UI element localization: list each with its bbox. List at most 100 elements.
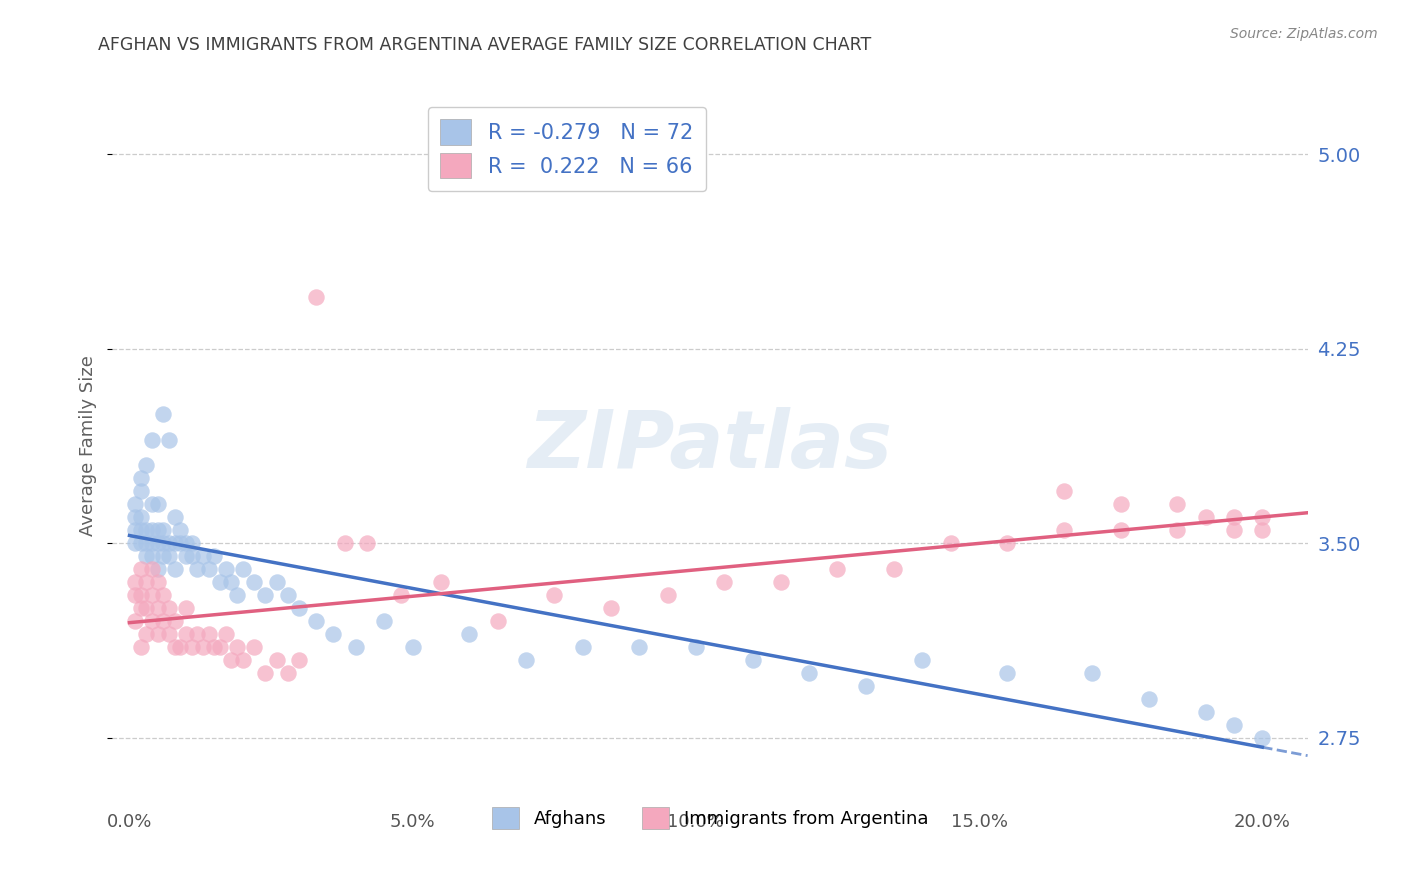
Point	[124, 575, 146, 590]
Point	[135, 575, 157, 590]
Point	[124, 524, 146, 538]
Point	[741, 653, 763, 667]
Point	[266, 575, 288, 590]
Point	[571, 640, 593, 654]
Point	[277, 588, 299, 602]
Point	[1223, 510, 1246, 524]
Point	[221, 653, 243, 667]
Point	[129, 524, 152, 538]
Point	[769, 575, 792, 590]
Point	[146, 497, 169, 511]
Point	[124, 588, 146, 602]
Point	[129, 536, 152, 550]
Point	[141, 497, 163, 511]
Point	[135, 549, 157, 564]
Point	[141, 433, 163, 447]
Point	[288, 653, 311, 667]
Point	[1137, 692, 1160, 706]
Point	[146, 524, 169, 538]
Point	[157, 433, 180, 447]
Point	[333, 536, 356, 550]
Point	[515, 653, 537, 667]
Point	[827, 562, 849, 576]
Point	[135, 536, 157, 550]
Point	[186, 562, 208, 576]
Point	[1223, 718, 1246, 732]
Point	[174, 601, 197, 615]
Point	[221, 575, 243, 590]
Point	[152, 549, 174, 564]
Text: Source: ZipAtlas.com: Source: ZipAtlas.com	[1230, 27, 1378, 41]
Point	[486, 614, 509, 628]
Point	[1223, 524, 1246, 538]
Point	[124, 536, 146, 550]
Point	[163, 640, 186, 654]
Point	[157, 536, 180, 550]
Point	[883, 562, 905, 576]
Point	[152, 524, 174, 538]
Point	[124, 614, 146, 628]
Point	[204, 640, 226, 654]
Point	[600, 601, 623, 615]
Point	[356, 536, 378, 550]
Point	[129, 601, 152, 615]
Point	[657, 588, 679, 602]
Point	[180, 549, 202, 564]
Point	[163, 536, 186, 550]
Point	[1251, 731, 1274, 745]
Point	[163, 562, 186, 576]
Point	[430, 575, 453, 590]
Point	[266, 653, 288, 667]
Point	[146, 536, 169, 550]
Point	[911, 653, 934, 667]
Point	[146, 562, 169, 576]
Point	[1166, 497, 1188, 511]
Point	[141, 549, 163, 564]
Point	[243, 640, 266, 654]
Point	[995, 666, 1018, 681]
Point	[458, 627, 481, 641]
Point	[226, 588, 249, 602]
Point	[1194, 705, 1216, 719]
Point	[169, 536, 191, 550]
Point	[152, 614, 174, 628]
Point	[169, 524, 191, 538]
Text: ZIPatlas: ZIPatlas	[527, 407, 893, 485]
Point	[939, 536, 962, 550]
Point	[141, 524, 163, 538]
Point	[373, 614, 395, 628]
Point	[157, 601, 180, 615]
Point	[146, 627, 169, 641]
Point	[1053, 524, 1076, 538]
Point	[685, 640, 707, 654]
Point	[215, 627, 238, 641]
Point	[129, 640, 152, 654]
Point	[124, 510, 146, 524]
Point	[152, 588, 174, 602]
Point	[135, 458, 157, 473]
Point	[146, 601, 169, 615]
Point	[186, 627, 208, 641]
Point	[129, 562, 152, 576]
Point	[174, 549, 197, 564]
Point	[169, 640, 191, 654]
Point	[141, 614, 163, 628]
Point	[543, 588, 565, 602]
Point	[135, 524, 157, 538]
Point	[141, 588, 163, 602]
Point	[157, 627, 180, 641]
Point	[129, 471, 152, 485]
Point	[141, 562, 163, 576]
Point	[1081, 666, 1104, 681]
Point	[628, 640, 651, 654]
Point	[209, 640, 232, 654]
Point	[1109, 524, 1132, 538]
Point	[152, 407, 174, 421]
Point	[163, 614, 186, 628]
Point	[180, 536, 202, 550]
Point	[344, 640, 367, 654]
Point	[1251, 524, 1274, 538]
Point	[855, 679, 877, 693]
Point	[305, 614, 328, 628]
Point	[288, 601, 311, 615]
